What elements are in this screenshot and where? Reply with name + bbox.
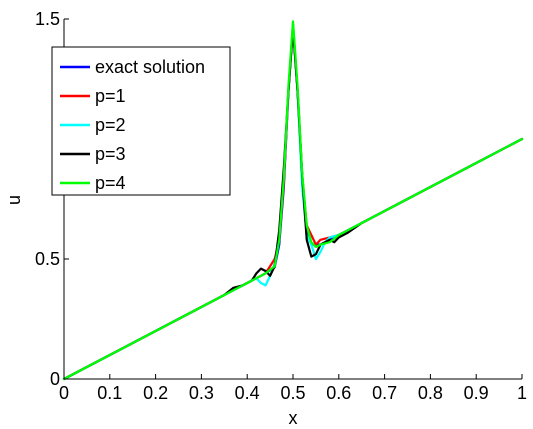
legend-label-1: exact solution — [95, 57, 205, 77]
y-tick-label: 1.5 — [35, 9, 60, 29]
x-tick-label: 0.2 — [143, 383, 168, 403]
legend-label-3: p=2 — [95, 115, 126, 135]
x-tick-label: 0.3 — [189, 383, 214, 403]
x-tick-label: 0.1 — [97, 383, 122, 403]
x-tick-label: 0.6 — [326, 383, 351, 403]
plot-lines — [62, 20, 524, 381]
series-line-5 — [62, 20, 524, 381]
legend-label-2: p=1 — [95, 86, 126, 106]
x-tick-label: 0.4 — [235, 383, 260, 403]
legend: exact solution p=1 p=2 p=3 p=4 — [51, 46, 231, 196]
x-axis-label: x — [289, 408, 298, 428]
x-tick-label: 0.9 — [464, 383, 489, 403]
x-tick-label: 0.8 — [418, 383, 443, 403]
legend-label-5: p=4 — [95, 173, 126, 193]
y-tick-label: 0 — [50, 369, 60, 389]
x-tick-label: 0.7 — [372, 383, 397, 403]
x-tick-label: 0.5 — [280, 383, 305, 403]
x-tick-label: 0 — [59, 383, 69, 403]
legend-box — [51, 46, 231, 196]
ticks: 0 0.1 0.2 0.3 0.4 0.5 0.6 0.7 0.8 0.9 1 0 0.5 1.5 — [35, 9, 527, 403]
y-axis-label: u — [4, 195, 24, 205]
legend-label-4: p=3 — [95, 144, 126, 164]
x-tick-label: 1 — [517, 383, 527, 403]
y-tick-label: 0.5 — [35, 249, 60, 269]
